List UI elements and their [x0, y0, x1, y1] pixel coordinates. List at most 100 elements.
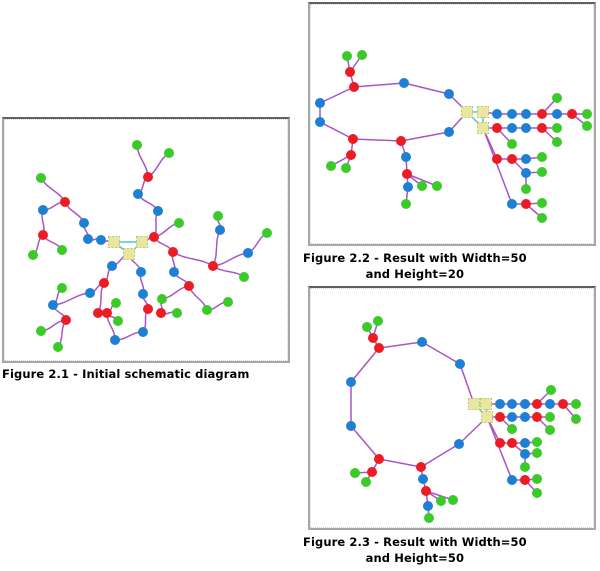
- node-blue: [403, 182, 413, 192]
- node-red: [349, 82, 359, 92]
- node-red: [168, 247, 178, 257]
- node-green: [537, 198, 547, 208]
- node-green: [213, 211, 223, 221]
- branch-edge: [350, 425, 380, 460]
- node-green: [373, 316, 383, 326]
- node-green: [552, 137, 562, 147]
- node-green: [537, 167, 547, 177]
- node-red: [532, 412, 542, 422]
- branch-edge: [403, 82, 450, 95]
- node-green: [532, 474, 542, 484]
- node-red: [346, 150, 356, 160]
- node-blue: [48, 300, 58, 310]
- node-red: [184, 281, 194, 291]
- node-blue: [153, 206, 163, 216]
- node-blue: [315, 98, 325, 108]
- node-green: [57, 245, 67, 255]
- branch-edge: [352, 138, 402, 142]
- node-red: [38, 230, 48, 240]
- node-green: [111, 298, 121, 308]
- junction-node: [461, 106, 473, 118]
- node-red: [495, 438, 505, 448]
- node-green: [132, 140, 142, 150]
- node-blue: [215, 225, 225, 235]
- figure-2-2-viewport: [310, 4, 594, 244]
- node-blue: [418, 474, 428, 484]
- node-red: [345, 67, 355, 77]
- branch-edge: [406, 173, 438, 187]
- node-green: [537, 213, 547, 223]
- node-blue: [444, 89, 454, 99]
- node-red: [60, 197, 70, 207]
- node-green: [532, 488, 542, 498]
- node-green: [223, 297, 233, 307]
- node-blue: [79, 218, 89, 228]
- node-green: [582, 109, 592, 119]
- figure-2-1-caption: Figure 2.1 - Initial schematic diagram: [2, 366, 249, 382]
- node-blue: [133, 189, 143, 199]
- node-blue: [520, 438, 530, 448]
- figure-caption-line: and Height=20: [365, 267, 465, 281]
- node-green: [174, 218, 184, 228]
- node-blue: [243, 248, 253, 258]
- schematic-diagram-initial: [28, 140, 272, 352]
- node-red: [402, 169, 412, 179]
- node-red: [396, 136, 406, 146]
- node-green: [361, 477, 371, 487]
- branch-edge: [378, 341, 423, 349]
- node-blue: [520, 399, 530, 409]
- figure-2-1-canvas: [2, 117, 290, 363]
- node-green: [36, 173, 46, 183]
- branch-edge: [421, 341, 461, 365]
- figure-caption-line: Figure 2.1 - Initial schematic diagram: [2, 367, 250, 381]
- node-green: [362, 322, 372, 332]
- node-green: [448, 495, 458, 505]
- node-green: [552, 123, 562, 133]
- node-red: [93, 308, 103, 318]
- node-green: [357, 50, 367, 60]
- node-green: [36, 326, 46, 336]
- node-green: [432, 181, 442, 191]
- node-red: [156, 308, 166, 318]
- node-green: [172, 308, 182, 318]
- junction-node: [123, 248, 135, 260]
- node-green: [424, 513, 434, 523]
- figure-2-3-viewport: [310, 288, 594, 528]
- node-blue: [507, 475, 517, 485]
- node-green: [350, 468, 360, 478]
- branch-edge: [486, 416, 513, 481]
- node-green: [507, 139, 517, 149]
- junction-node: [477, 122, 489, 134]
- node-blue: [85, 288, 95, 298]
- node-green: [157, 294, 167, 304]
- junction-node: [468, 398, 480, 410]
- node-blue: [521, 109, 531, 119]
- node-green: [532, 437, 542, 447]
- node-green: [401, 199, 411, 209]
- node-red: [567, 109, 577, 119]
- node-blue: [492, 109, 502, 119]
- node-red: [492, 154, 502, 164]
- node-green: [537, 152, 547, 162]
- branch-edge: [136, 144, 149, 178]
- node-red: [507, 154, 517, 164]
- node-blue: [521, 168, 531, 178]
- node-blue: [423, 501, 433, 511]
- node-blue: [138, 327, 148, 337]
- branch-edge: [319, 121, 354, 140]
- node-blue: [507, 412, 517, 422]
- node-blue: [110, 335, 120, 345]
- junction-node: [481, 411, 493, 423]
- branch-edge: [319, 86, 355, 104]
- node-red: [416, 462, 426, 472]
- figure-2-2-canvas: [308, 2, 596, 246]
- branch-edge: [482, 127, 513, 205]
- junction-node: [480, 398, 492, 410]
- node-green: [436, 496, 446, 506]
- node-blue: [96, 235, 106, 245]
- node-green: [53, 342, 63, 352]
- branch-edge: [353, 82, 405, 88]
- node-blue: [444, 127, 454, 137]
- node-red: [521, 199, 531, 209]
